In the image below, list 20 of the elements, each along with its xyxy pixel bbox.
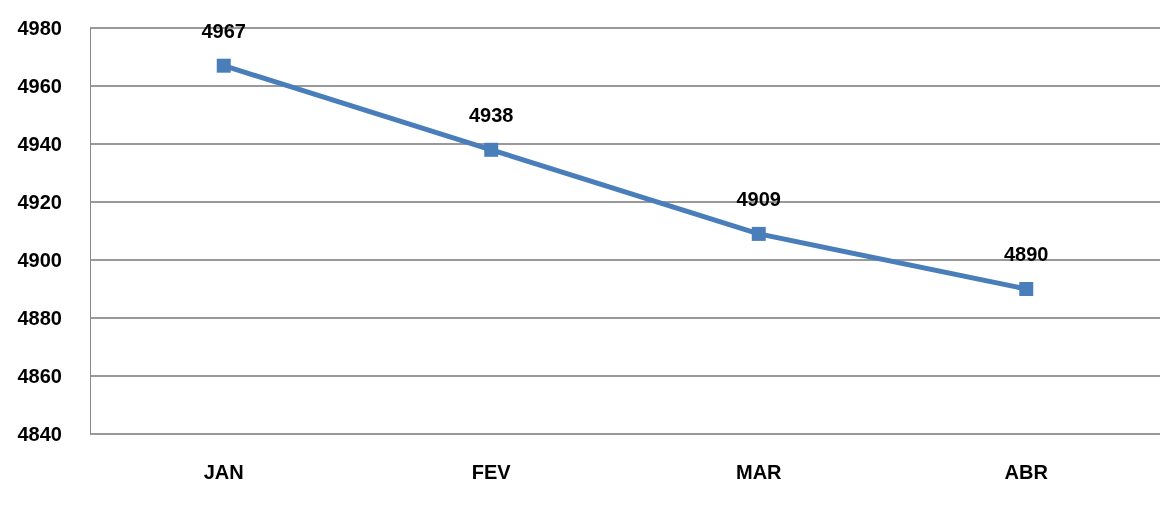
data-label: 4909 xyxy=(736,187,781,210)
y-tick-label: 4940 xyxy=(17,133,62,155)
y-tick-label: 4980 xyxy=(17,17,62,39)
y-tick-label: 4900 xyxy=(17,249,62,271)
y-tick-label: 4960 xyxy=(17,75,62,97)
point xyxy=(751,226,766,241)
point xyxy=(216,58,231,73)
y-tick-label: 4880 xyxy=(17,307,62,329)
point xyxy=(484,142,499,157)
x-tick-label: ABR xyxy=(1004,461,1049,483)
y-tick-label: 4860 xyxy=(17,365,62,387)
point xyxy=(1019,282,1034,296)
x-tick-label: MAR xyxy=(735,461,783,483)
data-label: 4890 xyxy=(1004,243,1049,265)
x-tick-label: JAN xyxy=(203,461,244,483)
data-label: 4938 xyxy=(469,103,514,126)
y-tick-label: 4920 xyxy=(17,191,62,213)
y-tick-label: 4840 xyxy=(17,423,62,445)
data-label: 4967 xyxy=(201,19,246,42)
x-tick-label: FEV xyxy=(471,461,512,483)
